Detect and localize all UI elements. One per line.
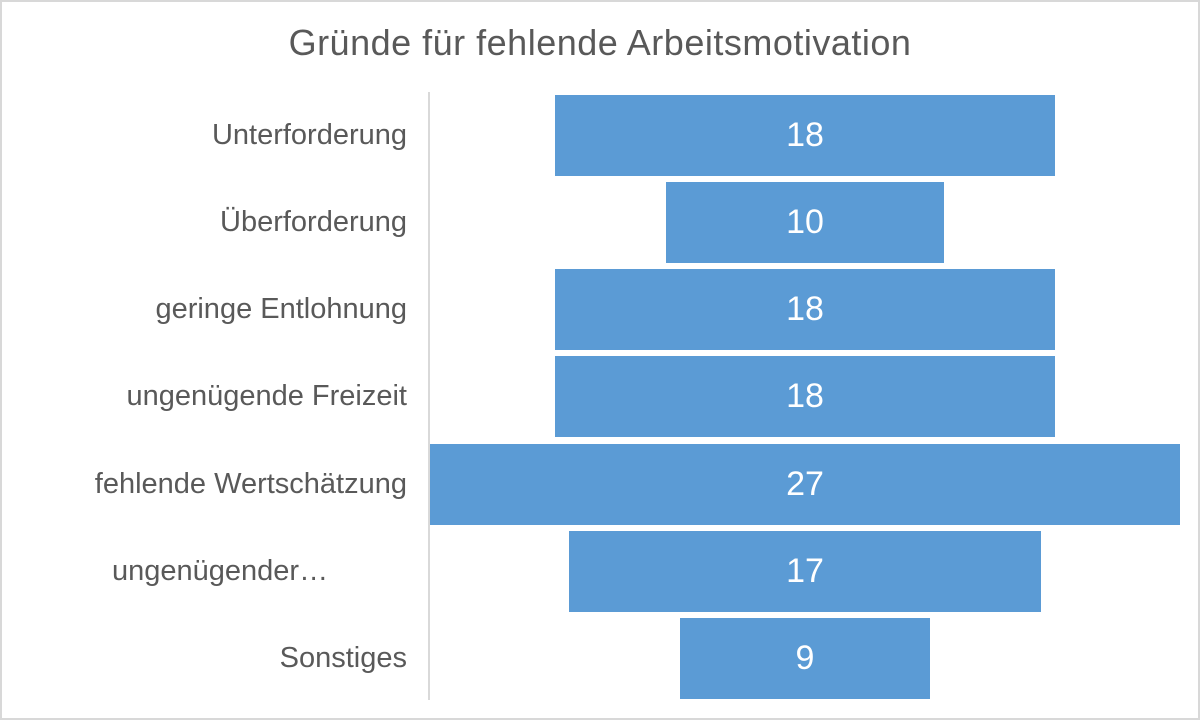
bar-value-label: 9 [795,638,815,677]
bar-value-label: 17 [786,551,824,590]
category-label: Überforderung [220,206,407,239]
chart-row: fehlende Wertschätzung 27 [2,441,1182,528]
category-label: Unterforderung [211,119,407,152]
category-label: ungenügender… [112,554,329,587]
category-label: geringe Entlohnung [155,293,407,326]
chart-row: Sonstiges 9 [2,615,1182,702]
bar-track: 18 [429,266,1181,353]
category-axis-line [428,92,430,700]
chart-row: Überforderung 10 [2,179,1182,266]
bar-track: 17 [429,528,1181,615]
bar: 10 [666,182,944,264]
bar: 9 [680,617,930,699]
category-label: Sonstiges [279,641,407,674]
chart-rows: Unterforderung 18 Überforderung 10 geringe E… [2,92,1182,702]
bar: 17 [569,530,1041,612]
bar-track: 10 [429,179,1181,266]
category-label: fehlende Wertschätzung [94,467,407,500]
category-label: ungenügende Freizeit [126,380,407,413]
bar-value-label: 10 [786,203,824,242]
bar: 18 [555,269,1055,351]
chart-title: Gründe für fehlende Arbeitsmotivation [288,22,912,63]
bar-track: 18 [429,353,1181,440]
bar-track: 9 [429,615,1181,702]
bar-value-label: 18 [786,116,824,155]
chart-row: ungenügende Freizeit 18 [2,353,1182,440]
bar: 18 [555,95,1055,177]
bar-track: 18 [429,92,1181,179]
bar-value-label: 18 [786,377,824,416]
chart-row: Unterforderung 18 [2,92,1182,179]
chart-row: ungenügender… 17 [2,528,1182,615]
chart-row: geringe Entlohnung 18 [2,266,1182,353]
bar: 18 [555,356,1055,438]
bar-value-label: 18 [786,290,824,329]
bar: 27 [430,443,1180,525]
bar-track: 27 [429,441,1181,528]
bar-value-label: 27 [786,464,824,503]
